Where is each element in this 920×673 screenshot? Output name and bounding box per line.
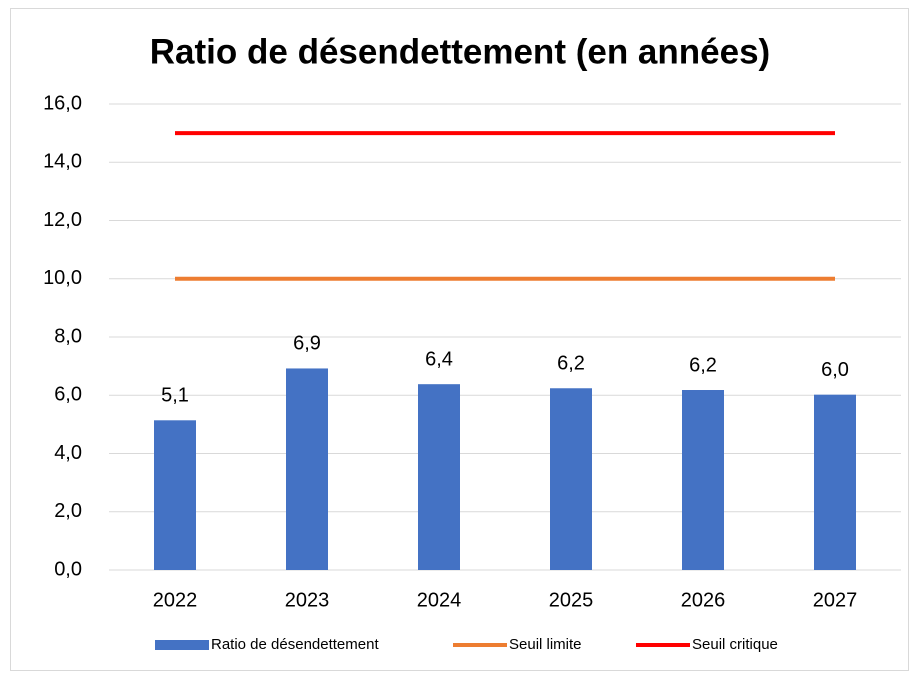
y-tick-label: 16,0	[43, 92, 82, 114]
y-tick-label: 8,0	[54, 325, 82, 347]
data-label: 6,2	[689, 354, 717, 376]
x-tick-label: 2026	[681, 589, 726, 611]
bar	[286, 368, 328, 570]
y-tick-label: 0,0	[54, 558, 82, 580]
bar	[814, 394, 856, 570]
y-tick-label: 6,0	[54, 384, 82, 406]
legend-label: Seuil limite	[509, 636, 582, 653]
legend-label: Ratio de désendettement	[211, 636, 379, 653]
legend-label: Seuil critique	[692, 636, 778, 653]
x-tick-label: 2023	[285, 589, 330, 611]
y-tick-label: 14,0	[43, 151, 82, 173]
bar	[682, 390, 724, 570]
bar	[154, 420, 196, 570]
data-label: 6,0	[821, 359, 849, 381]
y-tick-label: 10,0	[43, 267, 82, 289]
x-tick-label: 2025	[549, 589, 594, 611]
y-tick-label: 12,0	[43, 209, 82, 231]
x-tick-label: 2022	[153, 589, 198, 611]
x-tick-label: 2024	[417, 589, 462, 611]
data-label: 6,2	[557, 353, 585, 375]
data-label: 6,9	[293, 333, 321, 355]
x-tick-label: 2027	[813, 589, 858, 611]
y-tick-label: 4,0	[54, 442, 82, 464]
data-label: 5,1	[161, 385, 189, 407]
data-label: 6,4	[425, 348, 453, 370]
bar	[418, 384, 460, 570]
chart-title: Ratio de désendettement (en années)	[150, 32, 770, 71]
chart-border	[10, 8, 909, 671]
y-tick-label: 2,0	[54, 500, 82, 522]
legend-swatch	[155, 640, 209, 650]
bar	[550, 388, 592, 570]
